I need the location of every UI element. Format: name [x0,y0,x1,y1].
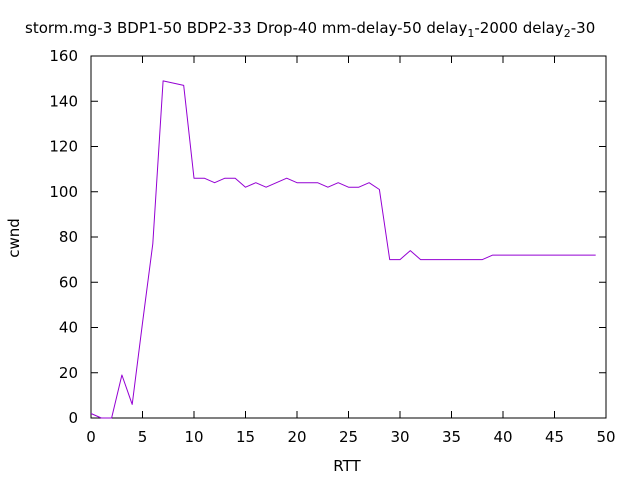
chart-title: storm.mg-3 BDP1-50 BDP2-33 Drop-40 mm-de… [25,19,595,40]
x-tick-label: 25 [339,428,358,446]
y-tick-label: 140 [49,92,78,110]
y-tick-label: 20 [59,364,78,382]
y-axis-label: cwnd [5,218,23,258]
x-tick-label: 0 [86,428,96,446]
chart-title-main: storm.mg-3 BDP1-50 BDP2-33 Drop-40 mm-de… [25,19,467,37]
y-tick-label: 100 [49,183,78,201]
x-tick-label: 30 [390,428,409,446]
x-tick-label: 15 [236,428,255,446]
y-tick-label: 160 [49,47,78,65]
y-tick-label: 60 [59,273,78,291]
plot-frame [90,55,607,419]
series-group [90,80,596,419]
x-axis-label: RTT [333,457,361,475]
chart-title-tail: -30 [571,19,596,37]
x-tick-label: 40 [493,428,512,446]
chart-title-middle: -2000 delay [474,19,563,37]
x-tick-label: 20 [287,428,306,446]
chart-title-subscript-2: 2 [564,27,571,40]
chart-title-subscript-1: 1 [467,27,474,40]
y-tick-label: 80 [59,228,78,246]
x-tick-label: 5 [138,428,148,446]
x-tick-label: 50 [596,428,615,446]
axis-ticks: 0 5 10 15 20 25 30 35 40 45 50 0 20 40 60 80 100 120 140 16… [49,47,615,446]
x-tick-label: 45 [545,428,564,446]
series-line [90,80,596,419]
x-tick-label: 35 [442,428,461,446]
x-tick-label: 10 [184,428,203,446]
y-tick-label: 120 [49,138,78,156]
y-tick-label: 0 [68,409,78,427]
y-tick-label: 40 [59,319,78,337]
